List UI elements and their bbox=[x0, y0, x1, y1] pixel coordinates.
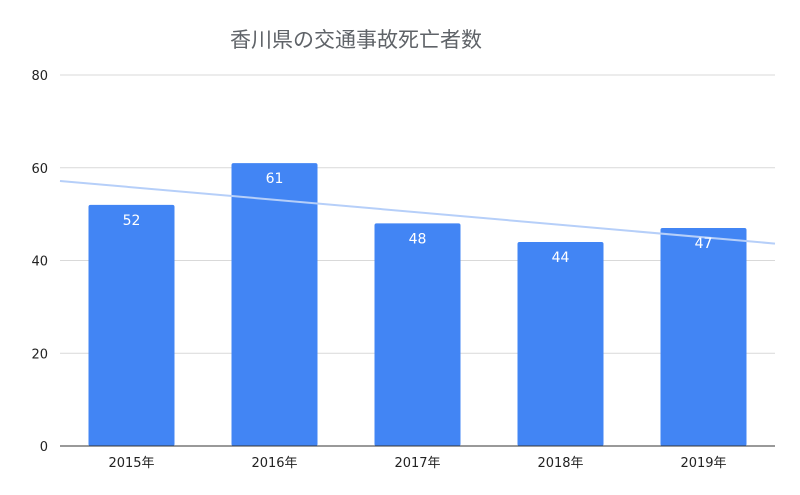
trendline bbox=[59, 179, 776, 245]
bar-value-label: 48 bbox=[409, 231, 427, 247]
y-tick-label: 80 bbox=[31, 69, 48, 84]
bar bbox=[88, 204, 175, 446]
x-tick-label: 2015年 bbox=[108, 456, 154, 471]
y-tick-label: 20 bbox=[31, 347, 48, 362]
bar bbox=[374, 223, 461, 446]
x-tick-label: 2016年 bbox=[251, 456, 297, 471]
x-tick-label: 2019年 bbox=[680, 456, 726, 471]
x-tick-label: 2017年 bbox=[394, 456, 440, 471]
bar-value-label: 61 bbox=[266, 171, 284, 187]
bar-value-label: 52 bbox=[123, 213, 141, 229]
y-tick-label: 60 bbox=[31, 162, 48, 177]
y-tick-label: 40 bbox=[31, 255, 48, 270]
y-axis-ticks: 0 20 40 60 80 bbox=[31, 69, 48, 455]
chart-title: 香川県の交通事故死亡者数 bbox=[230, 28, 482, 52]
bar bbox=[660, 228, 747, 446]
bar-value-label: 44 bbox=[552, 250, 570, 266]
trendline-layer bbox=[59, 179, 776, 245]
bar-value-label: 47 bbox=[695, 236, 713, 252]
bar bbox=[231, 163, 318, 447]
bars bbox=[88, 163, 747, 447]
y-tick-label: 0 bbox=[40, 440, 48, 455]
x-axis-ticks: 2015年 2016年 2017年 2018年 2019年 bbox=[108, 456, 726, 471]
data-labels: 52 61 48 44 47 bbox=[123, 171, 713, 266]
bar bbox=[517, 241, 604, 446]
x-tick-label: 2018年 bbox=[537, 456, 583, 471]
